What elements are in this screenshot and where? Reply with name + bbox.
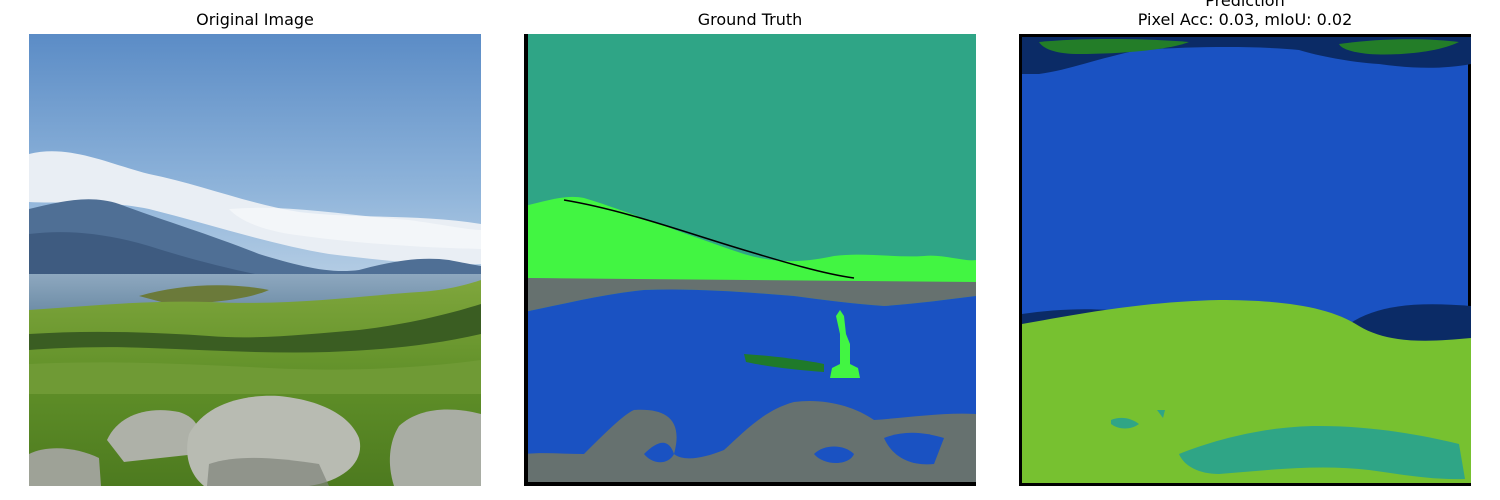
prediction-mask: [1019, 34, 1471, 486]
ground-truth-title: Ground Truth: [524, 10, 976, 29]
ground-truth-mask: [524, 34, 976, 486]
gt-border-left: [524, 34, 528, 486]
gt-border-bottom: [524, 482, 976, 486]
prediction-title: Prediction: [1019, 0, 1471, 10]
original-image-title: Original Image: [29, 10, 481, 29]
prediction-metrics: Pixel Acc: 0.03, mIoU: 0.02: [1019, 10, 1471, 29]
original-image: [29, 34, 481, 486]
